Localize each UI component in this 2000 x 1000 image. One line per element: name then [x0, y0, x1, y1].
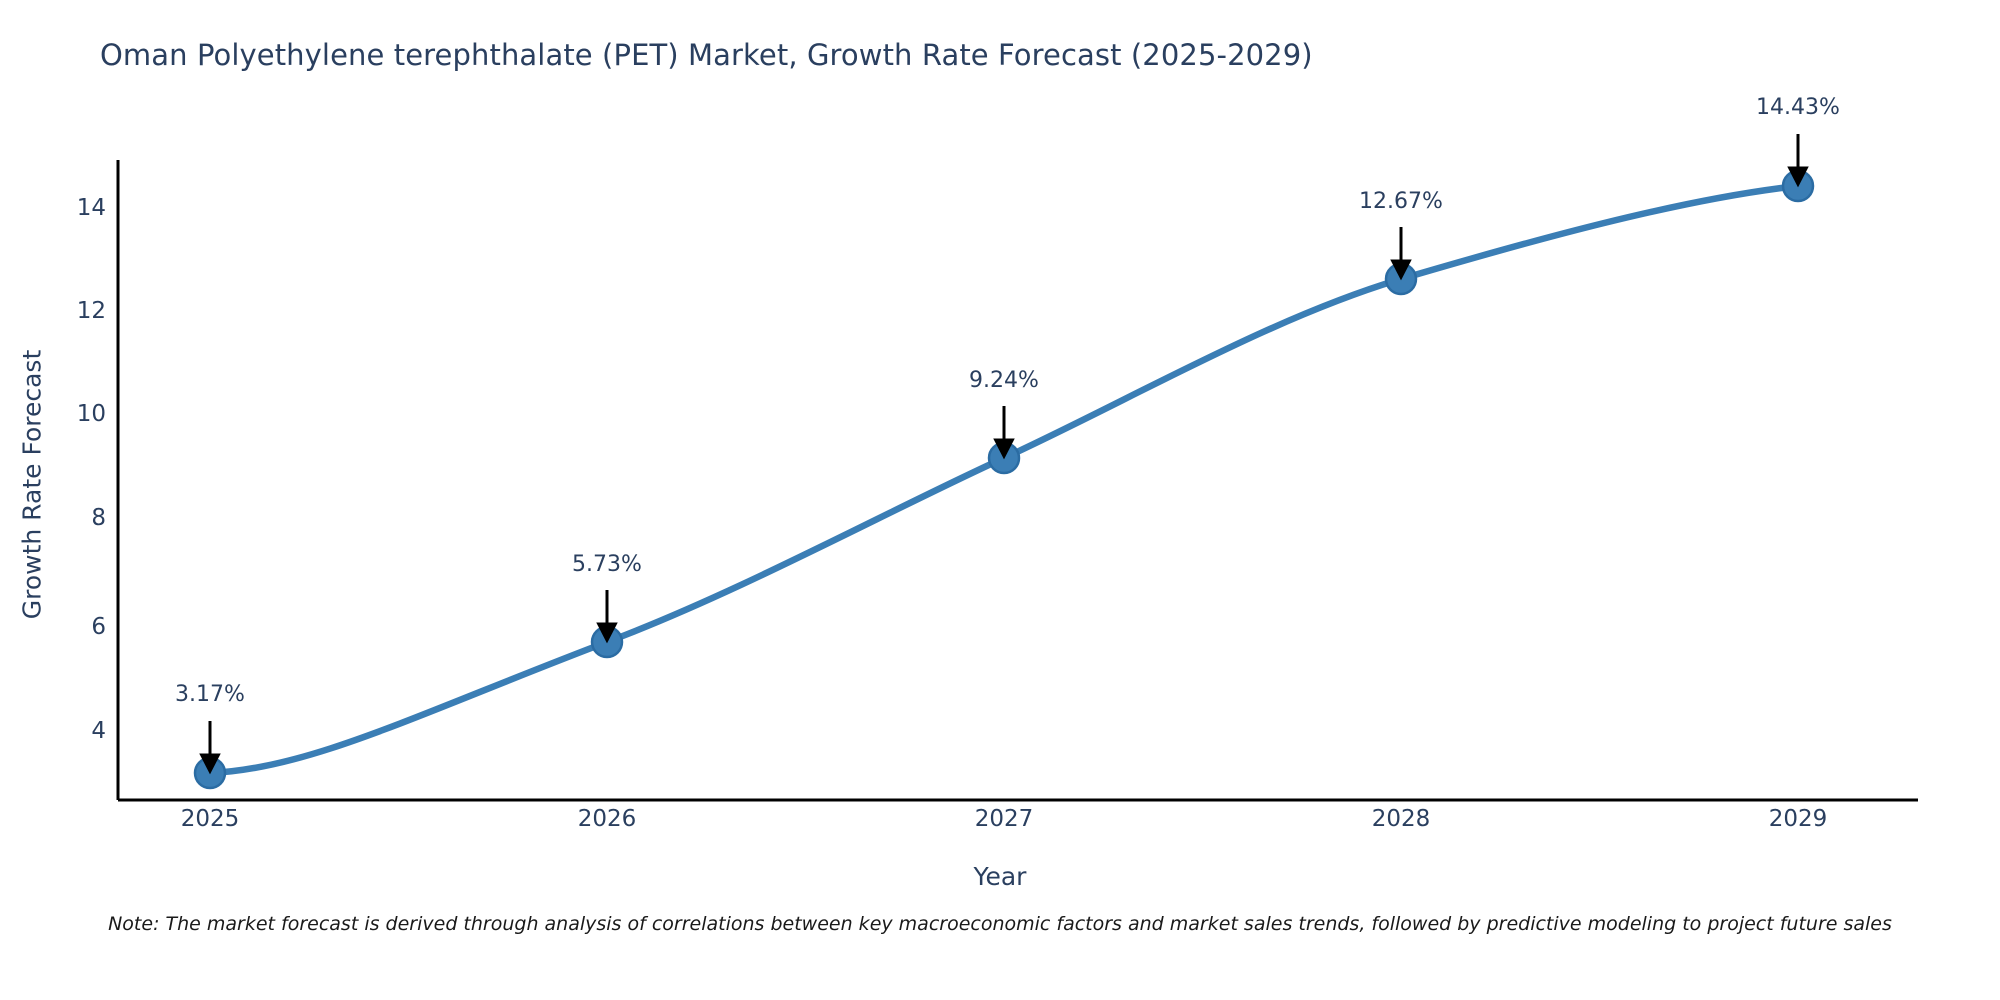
y-tick-label: 4	[91, 718, 106, 744]
x-tick-label: 2027	[974, 806, 1034, 832]
y-tick-label: 8	[91, 505, 106, 531]
y-tick-label: 12	[76, 298, 106, 324]
data-point-label: 5.73%	[572, 552, 642, 577]
series-line	[206, 182, 1802, 777]
y-axis-tick-labels: 14 12 10 8 6 4	[46, 0, 106, 1000]
x-tick-label: 2025	[180, 806, 240, 832]
x-tick-label: 2029	[1768, 806, 1828, 832]
y-tick-label: 6	[91, 614, 106, 640]
data-point-label: 9.24%	[969, 368, 1039, 393]
data-point-label: 3.17%	[175, 682, 245, 707]
x-tick-label: 2028	[1371, 806, 1431, 832]
data-point-label: 12.67%	[1359, 189, 1443, 214]
data-point-label: 14.43%	[1756, 95, 1840, 120]
page-title: Oman Polyethylene terephthalate (PET) Ma…	[100, 38, 1313, 72]
y-tick-label: 14	[76, 195, 106, 221]
x-axis-label: Year	[973, 862, 1027, 891]
y-tick-label: 10	[76, 401, 106, 427]
x-tick-label: 2026	[577, 806, 637, 832]
chart-footnote: Note: The market forecast is derived thr…	[108, 913, 1892, 935]
